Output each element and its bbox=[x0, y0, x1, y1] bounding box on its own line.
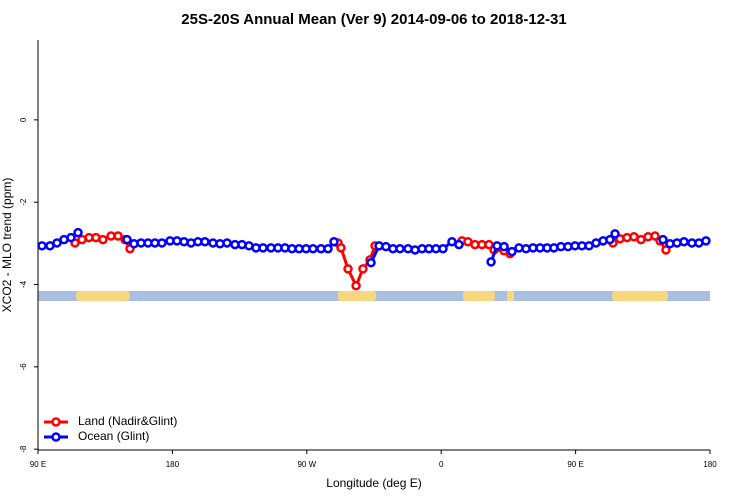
x-axis-label: Longitude (deg E) bbox=[326, 476, 421, 490]
data-point bbox=[351, 281, 361, 291]
data-point bbox=[66, 232, 76, 243]
legend-label: Land (Nadir&Glint) bbox=[78, 414, 177, 428]
data-point bbox=[122, 234, 132, 245]
data-point bbox=[200, 236, 210, 247]
y-tick-label: -4 bbox=[19, 280, 28, 288]
data-point bbox=[329, 236, 339, 247]
data-point bbox=[395, 243, 405, 254]
x-tick-label: 90 W bbox=[297, 460, 316, 469]
land-patch bbox=[463, 291, 495, 301]
land-patch bbox=[507, 291, 514, 301]
y-tick-label: -8 bbox=[19, 445, 28, 453]
x-tick-label: 0 bbox=[439, 460, 444, 469]
y-tick-label: -6 bbox=[19, 363, 28, 371]
data-point bbox=[486, 257, 496, 267]
data-point bbox=[661, 245, 671, 255]
data-point bbox=[98, 234, 108, 245]
land-patch bbox=[612, 291, 668, 301]
data-point bbox=[438, 243, 448, 254]
chart-title: 25S-20S Annual Mean (Ver 9) 2014-09-06 t… bbox=[181, 11, 566, 28]
data-point bbox=[499, 241, 509, 252]
land-patch bbox=[76, 291, 130, 301]
legend-label: Ocean (Glint) bbox=[78, 429, 149, 443]
data-point bbox=[323, 243, 333, 254]
x-tick-label: 180 bbox=[166, 460, 180, 469]
y-tick-label: 0 bbox=[19, 117, 28, 122]
data-point bbox=[343, 264, 353, 274]
data-point bbox=[37, 241, 47, 251]
data-point bbox=[308, 243, 318, 254]
data-point bbox=[258, 243, 268, 253]
x-tick-label: 90 E bbox=[30, 460, 46, 469]
y-axis-label: XCO2 - MLO trend (ppm) bbox=[0, 178, 14, 313]
data-point bbox=[52, 238, 62, 248]
land-patch bbox=[338, 291, 376, 301]
data-point bbox=[366, 257, 376, 268]
data-point bbox=[358, 264, 368, 274]
data-point bbox=[454, 239, 464, 250]
data-point bbox=[605, 234, 615, 245]
data-point bbox=[73, 227, 83, 238]
x-tick-label: 180 bbox=[703, 460, 717, 469]
data-point bbox=[507, 246, 517, 257]
x-tick-label: 90 E bbox=[567, 460, 583, 469]
legend-marker bbox=[51, 417, 61, 427]
data-point bbox=[336, 243, 346, 253]
data-point bbox=[113, 231, 123, 241]
legend-marker bbox=[51, 432, 61, 442]
data-point bbox=[222, 238, 232, 248]
data-point bbox=[157, 238, 167, 248]
map-strip bbox=[38, 291, 710, 301]
y-tick-label: -2 bbox=[19, 198, 28, 206]
data-point bbox=[701, 236, 711, 246]
data-point bbox=[610, 229, 620, 239]
data-point bbox=[658, 234, 668, 245]
data-point bbox=[679, 236, 689, 247]
